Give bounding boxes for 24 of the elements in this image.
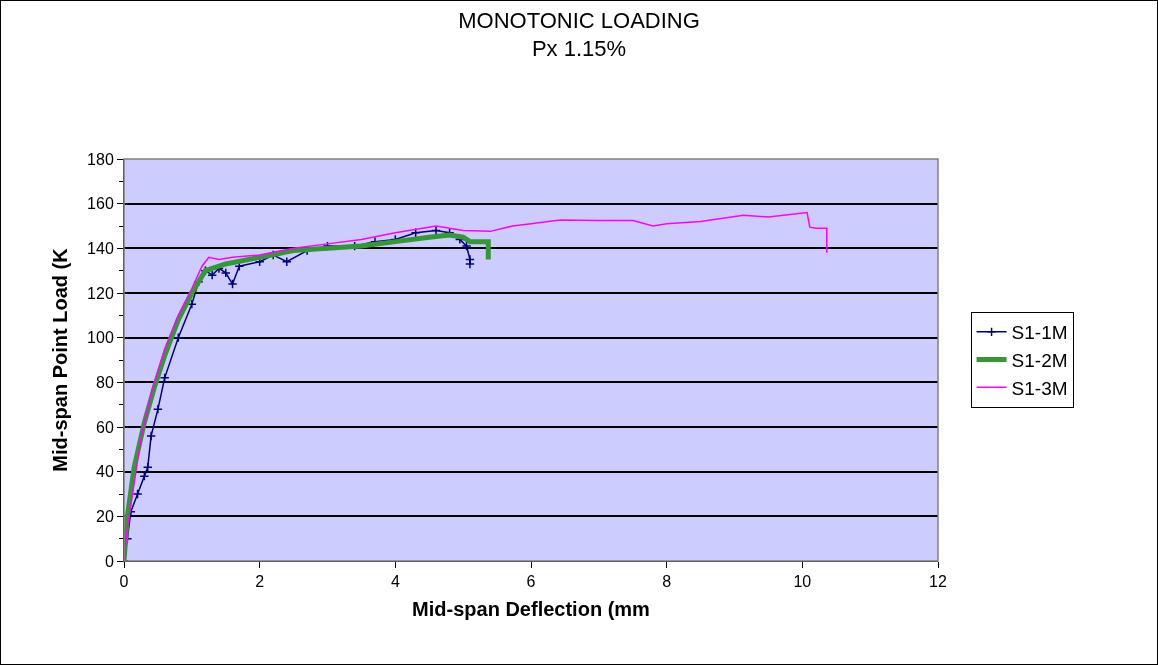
x-tick-label: 2 — [255, 573, 265, 591]
y-tick-label: 180 — [87, 150, 114, 168]
chart-subtitle: Px 1.15% — [531, 36, 627, 62]
y-tick-label: 140 — [87, 239, 114, 257]
y-tick-label: 20 — [96, 507, 114, 525]
y-axis-title: Mid-span Point Load (K — [48, 247, 71, 472]
y-tick-label: 80 — [96, 373, 114, 391]
y-tick-label: 40 — [96, 463, 114, 481]
legend-label: S1-1M — [1011, 322, 1068, 344]
legend-label: S1-3M — [1011, 377, 1068, 399]
x-tick-label: 6 — [526, 573, 536, 591]
legend-label: S1-2M — [1011, 349, 1068, 371]
y-tick-label: 60 — [96, 418, 114, 436]
x-tick-label: 10 — [793, 573, 812, 591]
y-tick-label: 120 — [87, 284, 114, 302]
y-tick-label: 100 — [87, 329, 114, 347]
y-tick-label: 0 — [104, 552, 114, 570]
x-axis-title: Mid-span Deflection (mm — [412, 597, 650, 620]
x-tick-label: 0 — [119, 573, 129, 591]
x-tick-label: 8 — [662, 573, 672, 591]
x-tick-label: 12 — [929, 573, 947, 591]
y-tick-label: 160 — [87, 195, 114, 213]
x-tick-label: 4 — [390, 573, 400, 591]
chart-title: MONOTONIC LOADING — [458, 7, 700, 33]
